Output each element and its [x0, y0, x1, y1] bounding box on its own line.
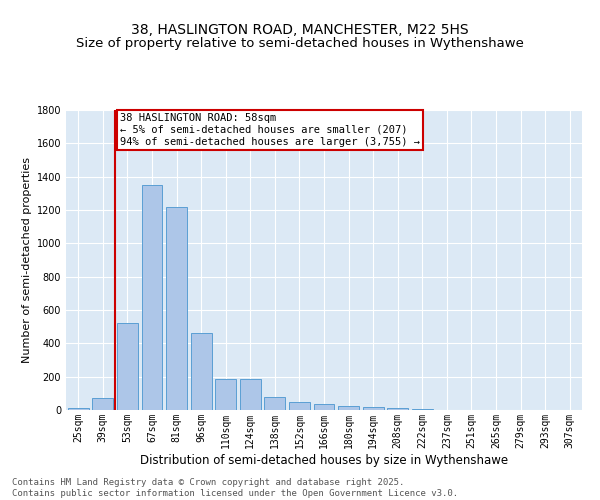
Bar [289, 402, 310, 410]
X-axis label: Distribution of semi-detached houses by size in Wythenshawe: Distribution of semi-detached houses by … [140, 454, 508, 466]
Text: 38, HASLINGTON ROAD, MANCHESTER, M22 5HS: 38, HASLINGTON ROAD, MANCHESTER, M22 5HS [131, 22, 469, 36]
Bar [240, 379, 261, 410]
Bar [117, 322, 138, 410]
Y-axis label: Number of semi-detached properties: Number of semi-detached properties [22, 157, 32, 363]
Bar [142, 185, 163, 410]
Bar [68, 408, 89, 410]
Bar [362, 406, 383, 410]
Text: Contains HM Land Registry data © Crown copyright and database right 2025.
Contai: Contains HM Land Registry data © Crown c… [12, 478, 458, 498]
Bar [215, 379, 236, 410]
Bar [265, 396, 286, 410]
Bar [338, 406, 359, 410]
Bar [166, 206, 187, 410]
Bar [92, 398, 113, 410]
Text: 38 HASLINGTON ROAD: 58sqm
← 5% of semi-detached houses are smaller (207)
94% of : 38 HASLINGTON ROAD: 58sqm ← 5% of semi-d… [120, 114, 420, 146]
Bar [191, 332, 212, 410]
Bar [387, 408, 408, 410]
Bar [412, 409, 433, 410]
Bar [314, 404, 334, 410]
Text: Size of property relative to semi-detached houses in Wythenshawe: Size of property relative to semi-detach… [76, 38, 524, 51]
